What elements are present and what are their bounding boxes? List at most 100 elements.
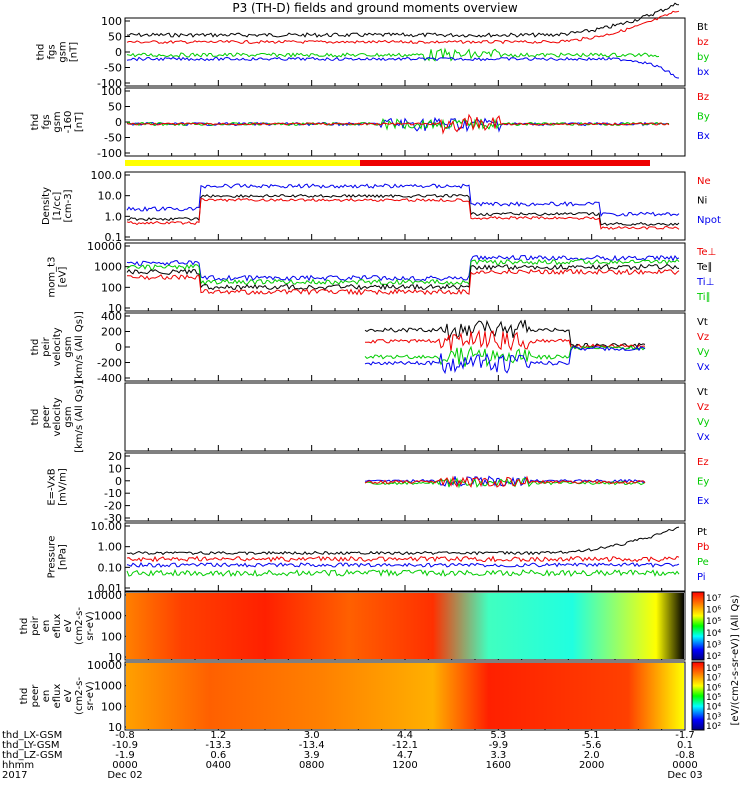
x-axis-value: 0.1	[677, 740, 693, 751]
y-axis-label: en	[41, 620, 52, 633]
y-tick-label: 200	[101, 326, 122, 339]
colorbar-tick: 10⁴	[706, 703, 721, 713]
spectrogram-peir	[126, 593, 684, 659]
colorbar-tick: 10⁴	[706, 629, 721, 639]
series-velocity-blue	[364, 346, 646, 375]
x-axis-value: -0.8	[675, 750, 695, 761]
y-tick-label: 100	[101, 281, 122, 294]
x-axis-value: -5.6	[582, 740, 602, 751]
y-axis-label: Pressure	[47, 536, 58, 579]
panel-frame	[124, 522, 686, 592]
colorbar-peer	[691, 661, 705, 731]
x-axis-value: 1.2	[210, 730, 226, 741]
series-Ni	[127, 193, 680, 226]
y-tick-label: 0	[115, 46, 122, 59]
x-axis-row-label: hhmm	[2, 760, 34, 771]
y-tick-label: 1.0	[105, 210, 123, 223]
y-tick-label: -20	[104, 500, 122, 513]
y-tick-label: 10000	[87, 240, 122, 253]
y-tick-label: 100	[101, 85, 122, 98]
series-velocity-green	[364, 345, 646, 368]
y-axis-label: [km/s (All Qs)]	[74, 311, 85, 383]
x-axis-value: 1600	[486, 760, 511, 771]
legend-Te⊥: Te⊥	[696, 247, 716, 258]
y-tick-label: 10.0	[98, 190, 123, 203]
density-series	[126, 183, 680, 230]
y-axis-label: E=-VxB	[47, 468, 58, 505]
legend-Vx: Vx	[697, 362, 710, 373]
y-tick-label: 10.00	[91, 520, 123, 533]
y-axis-label: mom_t3	[47, 257, 58, 298]
colorbar-tick: 10⁶	[706, 683, 721, 693]
legend-Vy: Vy	[697, 347, 710, 358]
series-efield-red	[364, 475, 646, 488]
velocity-series	[364, 319, 646, 375]
panel-fgs-dsl: 100 50 0 -50 -100 thd fgs gsm -160 [nT] Bz By Bx	[30, 85, 710, 160]
legend-bx: bx	[697, 67, 709, 78]
panel-density: 100.0 10.0 1.0 0.1 Density [1/cc] [cm-3] Ne Ni Np…	[41, 169, 721, 244]
y-tick-label: 10	[108, 302, 122, 315]
legend-Ez: Ez	[697, 457, 709, 468]
y-axis-label: en	[41, 690, 52, 703]
y-tick-label: 20	[108, 450, 122, 463]
mode-bar-fast	[360, 160, 650, 166]
legend-Npot: Npot	[697, 215, 721, 226]
panel-temperature: 10000 1000 100 10 mom_t3 [eV] Te⊥ Te∥ Ti⊥ Ti∥	[47, 240, 717, 315]
colorbar-tick: 10⁵	[706, 617, 721, 627]
series-Ne	[126, 197, 680, 230]
legend-Vt: Vt	[697, 317, 708, 328]
legend-Pe: Pe	[697, 557, 709, 568]
x-axis-value: 0.6	[210, 750, 226, 761]
legend-Vz: Vz	[697, 402, 709, 413]
y-axis-label: peer	[41, 405, 52, 429]
y-tick-label: -50	[104, 62, 122, 75]
legend-Ni: Ni	[697, 196, 707, 207]
x-axis-value: 0400	[206, 760, 231, 771]
y-axis-label: [cm-3]	[63, 189, 74, 222]
y-axis-label: [nPa]	[58, 544, 69, 570]
panel-frame	[124, 382, 686, 452]
panel-frame	[124, 171, 686, 241]
y-tick-label: 100	[101, 700, 122, 713]
y-tick-label: -50	[104, 132, 122, 145]
y-axis-label: eV	[63, 619, 74, 632]
y-tick-label: 0	[115, 475, 122, 488]
x-axis-value: -1.9	[115, 750, 135, 761]
x-axis-value: 0000	[112, 760, 137, 771]
y-axis-label: (cm2-s-	[74, 677, 85, 715]
colorbar-tick: 10²	[706, 652, 721, 662]
legend-Ey: Ey	[697, 477, 709, 488]
y-axis-label: gsm	[63, 336, 74, 357]
series-velocity-red	[365, 329, 646, 352]
y-tick-label: -200	[97, 357, 122, 370]
y-axis-label: [1/cc]	[52, 192, 63, 221]
x-axis-value: 4.4	[397, 730, 413, 741]
x-axis-value: 3.9	[304, 750, 320, 761]
y-axis-label: fgs	[47, 44, 58, 59]
fgs-series	[126, 2, 680, 79]
y-axis-label: gsm	[52, 111, 63, 132]
y-tick-label: 1.00	[98, 541, 123, 554]
colorbar-label: [eV/(cm2-s-sr-eV)] (All Qs)	[730, 594, 741, 725]
y-tick-label: 100.0	[91, 169, 123, 182]
x-axis-row-label: thd_LZ-GSM	[2, 750, 63, 761]
x-axis-value: -9.9	[489, 740, 509, 751]
y-tick-label: 1000	[94, 680, 122, 693]
y-axis-label: thd	[30, 339, 41, 356]
series-temp-black	[126, 263, 680, 291]
colorbar-tick: 10⁸	[706, 664, 721, 674]
legend-Ti∥: Ti∥	[696, 292, 711, 303]
y-tick-label: -100	[97, 77, 122, 90]
colorbar-tick: 10²	[706, 722, 721, 732]
x-axis-value: 2.0	[584, 750, 600, 761]
temperature-series	[126, 254, 680, 296]
y-tick-label: 100	[101, 630, 122, 643]
series-Pe	[126, 568, 680, 577]
y-axis-label: thd	[30, 114, 41, 131]
x-axis-value: -12.1	[392, 740, 418, 751]
x-axis-value: Dec 02	[107, 770, 142, 781]
x-axis-value: -13.4	[299, 740, 325, 751]
legend-Ex: Ex	[697, 496, 709, 507]
